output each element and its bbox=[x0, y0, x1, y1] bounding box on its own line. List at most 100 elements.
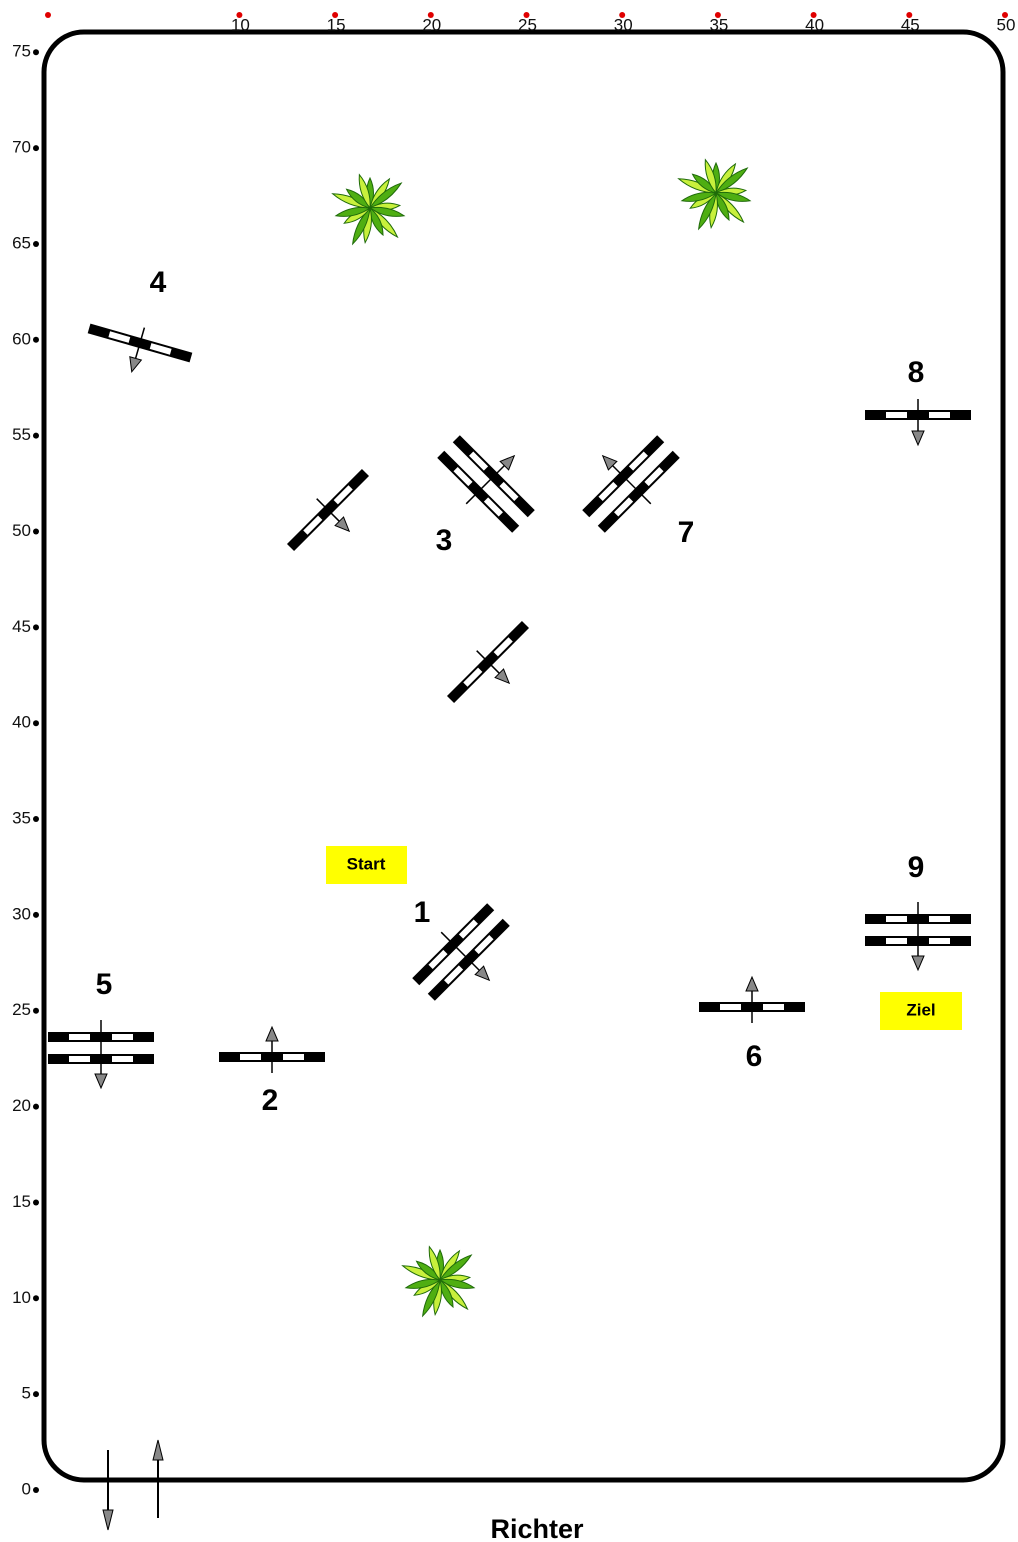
x-tick-dot bbox=[427, 12, 434, 18]
pole-white bbox=[929, 938, 950, 944]
pole-white bbox=[240, 1054, 261, 1060]
y-tick-dot bbox=[33, 911, 39, 918]
y-tick-label: 65 bbox=[12, 233, 31, 252]
tree bbox=[401, 1245, 476, 1318]
direction-line bbox=[476, 650, 500, 674]
pole-white bbox=[69, 1034, 90, 1040]
x-tick-label: 30 bbox=[614, 15, 633, 34]
y-tick-label: 0 bbox=[22, 1479, 31, 1498]
x-tick-dot bbox=[523, 12, 530, 18]
direction-line bbox=[134, 327, 146, 359]
obstacle-number: 3 bbox=[436, 524, 453, 557]
leaf bbox=[697, 191, 717, 231]
pole-white bbox=[763, 1004, 784, 1010]
y-tick-label: 25 bbox=[12, 1000, 31, 1019]
x-tick-label: 15 bbox=[327, 15, 346, 34]
origin-dot bbox=[45, 12, 51, 18]
pole-white bbox=[929, 916, 950, 922]
pole-white bbox=[469, 451, 489, 471]
obstacle-number: 1 bbox=[414, 896, 431, 929]
x-tick-dot bbox=[714, 12, 721, 18]
pole-white bbox=[283, 1054, 304, 1060]
x-tick-label: 20 bbox=[422, 15, 441, 34]
y-tick-dot bbox=[33, 720, 39, 727]
pole-white bbox=[458, 919, 478, 939]
direction-arrow bbox=[129, 356, 143, 374]
direction-arrow bbox=[494, 668, 511, 685]
pole-white bbox=[483, 497, 503, 517]
direction-arrow bbox=[334, 516, 351, 533]
x-tick-label: 45 bbox=[901, 15, 920, 34]
y-tick-label: 55 bbox=[12, 425, 31, 444]
leaf bbox=[428, 1245, 441, 1282]
fence bbox=[219, 1025, 325, 1073]
leaf bbox=[438, 1254, 473, 1281]
pole-white bbox=[69, 1056, 90, 1062]
obstacle-number: 6 bbox=[746, 1040, 763, 1073]
fence bbox=[446, 620, 530, 704]
pole-white bbox=[333, 485, 353, 505]
y-tick-dot bbox=[33, 528, 39, 535]
x-tick-dot bbox=[1002, 12, 1008, 18]
leaf bbox=[714, 167, 749, 194]
pole-white bbox=[614, 497, 634, 517]
tree bbox=[331, 173, 406, 246]
leaf bbox=[358, 173, 371, 210]
direction-arrow bbox=[94, 1073, 108, 1090]
judge-label: Richter bbox=[490, 1514, 584, 1542]
pole-white bbox=[644, 467, 664, 487]
obstacle-number: 4 bbox=[150, 266, 167, 299]
obstacle-number: 7 bbox=[678, 516, 695, 549]
direction-arrow bbox=[601, 454, 618, 471]
pole-white bbox=[463, 667, 483, 687]
fence bbox=[437, 435, 535, 533]
y-tick-dot bbox=[33, 1007, 39, 1014]
fence bbox=[286, 468, 370, 552]
pole-white bbox=[886, 412, 907, 418]
obstacle-number: 2 bbox=[262, 1084, 279, 1117]
y-tick-dot bbox=[33, 1199, 39, 1206]
pole-white bbox=[628, 451, 648, 471]
leaf bbox=[351, 206, 371, 246]
fence bbox=[699, 975, 805, 1023]
finish-box bbox=[880, 992, 962, 1030]
y-tick-dot bbox=[33, 240, 39, 247]
leaf bbox=[704, 158, 717, 195]
y-tick-dot bbox=[33, 432, 39, 439]
x-tick-label: 40 bbox=[805, 15, 824, 34]
pole-white bbox=[720, 1004, 741, 1010]
leaf bbox=[680, 191, 718, 202]
pole-white bbox=[108, 331, 131, 343]
obstacle-number: 8 bbox=[908, 356, 925, 389]
pole-white bbox=[499, 481, 519, 501]
direction-arrow bbox=[911, 955, 925, 972]
fence bbox=[865, 399, 971, 447]
y-tick-label: 5 bbox=[22, 1384, 31, 1403]
direction-arrow bbox=[911, 430, 925, 447]
pole-white bbox=[886, 916, 907, 922]
pole-white bbox=[428, 949, 448, 969]
direction-line bbox=[612, 465, 652, 505]
direction-arrow bbox=[745, 975, 759, 992]
x-tick-dot bbox=[236, 12, 243, 18]
pole-white bbox=[453, 467, 473, 487]
x-tick-label: 35 bbox=[709, 15, 728, 34]
pole-white bbox=[929, 412, 950, 418]
y-tick-label: 30 bbox=[12, 904, 31, 923]
x-tick-label: 50 bbox=[997, 15, 1016, 34]
arena bbox=[41, 29, 1006, 1483]
y-tick-dot bbox=[33, 49, 39, 56]
pole-white bbox=[112, 1034, 133, 1040]
leaf bbox=[368, 206, 406, 217]
direction-arrow bbox=[474, 965, 491, 982]
x-tick-dot bbox=[332, 12, 339, 18]
fence bbox=[865, 902, 971, 972]
start-label: Start bbox=[347, 854, 386, 873]
tree bbox=[677, 158, 752, 231]
y-tick-label: 10 bbox=[12, 1288, 31, 1307]
y-tick-label: 45 bbox=[12, 617, 31, 636]
x-tick-label: 25 bbox=[518, 15, 537, 34]
finish-label: Ziel bbox=[906, 1000, 935, 1019]
leaf bbox=[438, 1278, 476, 1289]
fence bbox=[412, 903, 510, 1001]
